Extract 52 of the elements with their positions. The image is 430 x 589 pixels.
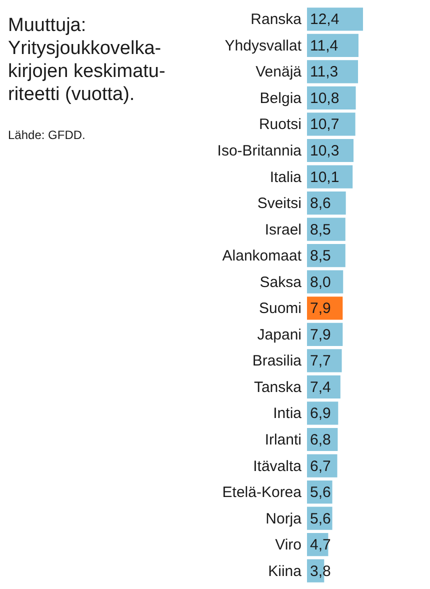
- bar: [307, 165, 353, 188]
- y-tick-label: Itävalta: [253, 458, 302, 475]
- data-label: 6,8: [310, 432, 331, 448]
- y-tick-label: Saksa: [260, 274, 302, 291]
- bar: [307, 8, 363, 31]
- data-label: 8,0: [310, 274, 331, 291]
- data-label: 10,7: [310, 116, 340, 134]
- y-tick-label: Iso-Britannia: [217, 142, 302, 160]
- data-label: 8,6: [310, 195, 331, 212]
- data-label: 5,6: [310, 510, 331, 528]
- data-label: 10,8: [310, 90, 340, 107]
- data-label: 7,9: [310, 326, 331, 344]
- y-tick-label: Intia: [273, 405, 302, 422]
- y-tick-label: Norja: [266, 510, 302, 528]
- y-tick-label: Sveitsi: [257, 195, 302, 212]
- data-label: 11,4: [310, 37, 338, 54]
- data-label: 12,4: [310, 11, 340, 28]
- y-tick-label: Brasilia: [252, 352, 302, 370]
- y-tick-label: Ruotsi: [258, 116, 302, 134]
- data-label: 6,7: [310, 458, 331, 475]
- y-tick-label: Etelä-Korea: [222, 484, 302, 502]
- y-tick-label: Belgia: [260, 90, 302, 107]
- bar: [307, 349, 342, 372]
- data-label: 7,4: [310, 378, 331, 396]
- bar: [307, 375, 340, 399]
- y-tick-label: Suomi: [258, 300, 302, 318]
- y-tick-label: Japani: [257, 326, 302, 344]
- y-tick-label: Alankomaat: [222, 248, 302, 265]
- bar: [307, 34, 358, 57]
- data-label: 8,5: [310, 221, 331, 238]
- y-tick-label: Italia: [270, 168, 302, 186]
- data-label: 6,9: [310, 405, 331, 422]
- data-label: 7,7: [310, 352, 331, 370]
- y-tick-label: Venäjä: [256, 64, 302, 81]
- bar: [307, 60, 358, 84]
- y-tick-label: Irlanti: [264, 432, 302, 448]
- data-label: 10,1: [310, 168, 340, 186]
- y-tick-label: Ranska: [250, 11, 302, 28]
- y-tick-label: Israel: [264, 221, 302, 238]
- bar: [307, 112, 356, 136]
- y-tick-label: Kiina: [268, 562, 302, 580]
- data-label: 10,3: [310, 142, 340, 160]
- y-tick-label: Viro: [275, 536, 302, 554]
- text: Lähde: GFDD.: [8, 128, 86, 142]
- data-label: 7,9: [310, 300, 331, 318]
- bar: [307, 454, 338, 478]
- data-label: 5,6: [310, 484, 331, 502]
- data-label: 11,3: [310, 64, 338, 81]
- text: Muuttuja: Yritysjoukkovelka- kirjojen keskimatu- riteetti (vuotta).: [8, 15, 166, 105]
- y-tick-label: Tanska: [254, 378, 302, 396]
- data-label: 8,5: [310, 248, 331, 265]
- y-tick-label: Yhdysvallat: [224, 37, 302, 54]
